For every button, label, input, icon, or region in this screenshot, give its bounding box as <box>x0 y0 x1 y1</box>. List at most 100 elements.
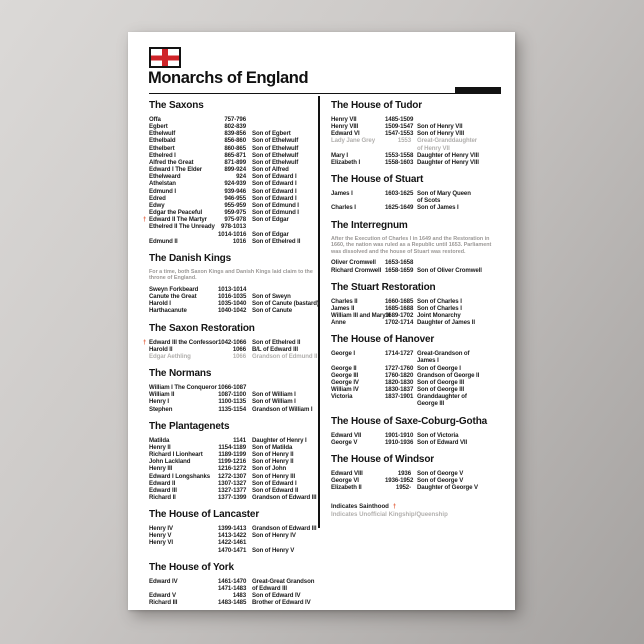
monarch-relation: Son of Edward I <box>252 173 297 181</box>
monarch-row: Anne 1702-1714 Daughter of James II <box>331 319 501 326</box>
monarch-dates: 1483-1485 <box>218 599 247 607</box>
monarch-relation: Son of Edward I <box>252 187 297 195</box>
monarch-dates: 1377-1399 <box>218 493 247 501</box>
monarch-section: The Stuart Restoration Charles II 1660-168… <box>331 282 501 327</box>
monarch-section: The Saxons Offa 757-796 Egbert 802-839 Ethelw… <box>143 100 315 245</box>
section-title: The House of Tudor <box>331 100 422 111</box>
monarch-relation: Son of Ethelwulf <box>252 144 299 152</box>
monarch-relation: Son of George III <box>417 386 465 394</box>
monarch-relation: Son of Ethelred II <box>252 237 301 245</box>
monarch-relation <box>246 384 315 391</box>
monarch-name: Lady Jane Grey <box>331 137 375 145</box>
monarch-dates <box>385 357 411 364</box>
monarch-row: of Scots <box>331 197 501 204</box>
monarch-row: Richard II 1377-1399 Grandson of Edward II… <box>149 493 317 501</box>
monarch-dates: 1685-1688 <box>385 304 414 312</box>
section-title: The Saxons <box>149 100 204 111</box>
monarch-dates: 1485-1509 <box>385 116 414 123</box>
section-title: The Stuart Restoration <box>331 281 436 293</box>
monarch-row: Ethelred I 865-871 Son of Ethelwulf <box>149 152 315 159</box>
monarch-relation <box>246 116 315 123</box>
monarch-relation: Son of Ethelred II <box>252 338 301 346</box>
section-title: The House of Hanover <box>331 334 435 346</box>
monarch-row: Edward V 1483 Son of Edward IV <box>149 592 315 599</box>
monarch-name <box>331 400 385 407</box>
monarch-row: Richard Cromwell 1658-1659 Son of Oliver C… <box>331 267 501 274</box>
monarch-row: George VI 1936-1952 Son of George V <box>331 477 501 484</box>
monarch-dates: 1066 <box>232 352 246 360</box>
monarch-row: Matilda 1141 Daughter of Henry I <box>149 437 315 444</box>
monarch-section: The House of York Edward IV 1461-1470 Great… <box>149 562 315 607</box>
monarch-relation: Son of George V <box>417 469 464 477</box>
monarch-dates: 1837-1901 <box>385 393 414 401</box>
monarch-name: James II <box>331 304 355 312</box>
monarch-row: Offa 757-796 <box>149 116 315 123</box>
monarch-relation: Daughter of George V <box>417 484 478 492</box>
monarch-relation: Son of Henry II <box>252 451 294 459</box>
monarch-dates: 1042-1066 <box>218 338 247 346</box>
monarch-name: George II <box>331 364 357 372</box>
monarch-dates: 1399-1413 <box>218 525 247 533</box>
monarch-name: Anne <box>331 319 346 327</box>
monarch-row: Ethelwulf 839-856 Son of Egbert <box>149 130 315 137</box>
monarch-name: Henry II <box>149 443 171 451</box>
monarch-name: Edmund II <box>149 237 178 245</box>
monarch-name: Elizabeth I <box>331 158 361 166</box>
section-title: The Saxon Restoration <box>149 322 255 334</box>
monarch-name: Victoria <box>331 393 353 401</box>
left-column: The Saxons Offa 757-796 Egbert 802-839 Ethelw… <box>143 98 319 607</box>
monarch-dates: 1901-1910 <box>385 431 414 439</box>
monarch-dates: 1936 <box>397 469 411 477</box>
monarch-name: Richard II <box>149 493 176 501</box>
monarch-dates: 1653-1658 <box>385 259 414 267</box>
monarch-row: Ethelbert 860-865 Son of Ethelwulf <box>149 145 315 152</box>
monarch-name: Edward III <box>149 486 177 494</box>
monarch-relation: Son of George III <box>417 378 465 386</box>
monarch-name: Henry III <box>149 465 173 473</box>
monarch-name: Richard Cromwell <box>331 266 382 274</box>
monarch-dates: 1216-1272 <box>218 465 247 473</box>
monarch-row: Athelstan 924-939 Son of Edward I <box>149 180 315 187</box>
monarch-dates: 1016-1035 <box>218 293 247 301</box>
monarch-name: Edgar Aethling <box>149 352 191 360</box>
monarch-relation: Son of John <box>252 465 287 473</box>
monarch-row: George I 1714-1727 Great-Grandson of <box>331 350 501 357</box>
monarch-name: Henry IV <box>149 525 173 533</box>
monarch-section: The Interregnum After the Execution of Ch… <box>331 220 501 274</box>
monarch-dates: 1327-1377 <box>218 486 247 494</box>
title-rule-end-bar <box>455 87 501 94</box>
monarch-relation: of Scots <box>417 197 441 205</box>
monarch-relation <box>411 116 501 123</box>
monarch-dates: 1013-1014 <box>218 286 247 293</box>
monarch-name: Edgar the Peaceful <box>149 209 203 217</box>
monarch-row: Henry VI 1422-1461 <box>149 539 315 546</box>
monarch-name: Offa <box>149 116 161 123</box>
monarch-relation: Son of James I <box>417 204 459 212</box>
monarch-name: Sweyn Forkbeard <box>149 286 199 293</box>
monarch-row: Edward I The Elder 899-924 Son of Alfred <box>149 166 315 173</box>
monarch-relation: Daughter of Henry I <box>252 436 307 444</box>
monarch-name <box>331 357 385 364</box>
monarch-dates: 1199-1216 <box>218 458 246 466</box>
sainthood-dagger-icon: † <box>392 503 397 510</box>
monarch-row: Ethelbald 856-860 Son of Ethelwulf <box>149 137 315 144</box>
monarch-row: Charles I 1625-1649 Son of James I <box>331 204 501 211</box>
monarch-name <box>149 547 218 554</box>
sainthood-dagger-icon: † <box>143 338 147 346</box>
monarch-name: Mary I <box>331 151 349 159</box>
monarch-row: James I <box>331 357 501 364</box>
monarch-name: Edward IV <box>149 577 178 585</box>
monarch-relation <box>246 286 315 293</box>
monarch-relation <box>246 539 315 546</box>
monarch-relation <box>246 223 315 230</box>
section-title: The House of Lancaster <box>149 509 260 521</box>
monarch-relation: Daughter of Henry VIII <box>417 158 479 166</box>
monarch-dates: 1547-1553 <box>385 130 414 138</box>
monarch-row: Richard I Lionheart 1189-1199 Son of Henry… <box>149 451 315 458</box>
monarch-name: Ethelbald <box>149 137 176 145</box>
monarch-name: Charles II <box>331 297 358 305</box>
monarch-relation: Son of Mary Queen <box>417 190 471 198</box>
monarch-relation: Son of George V <box>417 477 464 484</box>
monarch-relation: Grandson of William I <box>252 405 313 413</box>
monarch-row: Ethelweard 924 Son of Edward I <box>149 173 315 180</box>
